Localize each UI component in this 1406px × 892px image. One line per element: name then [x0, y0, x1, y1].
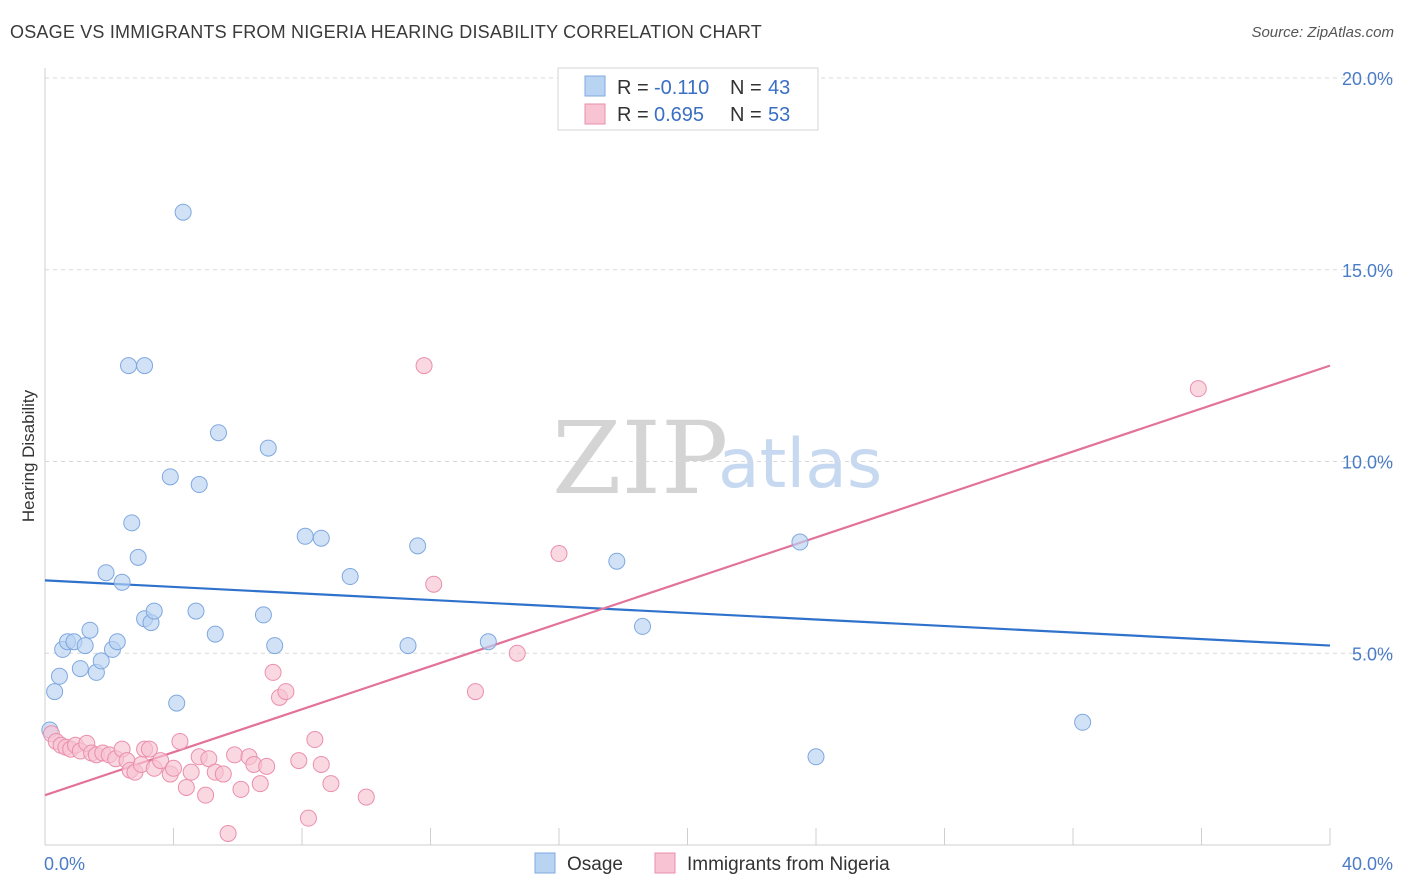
osage-point: [634, 617, 652, 635]
legend-r-value-nigeria: 0.695: [654, 104, 704, 126]
osage-point: [81, 621, 99, 639]
nigeria-point: [508, 644, 526, 662]
bottom-legend-swatch-nigeria: [654, 852, 676, 874]
nigeria-point: [182, 763, 200, 781]
osage-point: [254, 606, 272, 624]
osage-point: [190, 476, 208, 494]
osage-point: [92, 652, 110, 670]
legend-n-value-nigeria: 53: [768, 104, 790, 126]
osage-point: [145, 602, 163, 620]
nigeria-point: [197, 786, 215, 804]
nigeria-point: [277, 683, 295, 701]
nigeria-point: [357, 788, 375, 806]
nigeria-point: [226, 746, 244, 764]
nigeria-point: [232, 780, 250, 798]
y-tick-label: 5.0%: [1352, 644, 1393, 664]
tick-labels: 5.0% 10.0% 15.0% 20.0% 0.0% 40.0%: [44, 69, 1393, 874]
x-tick-label: 40.0%: [1342, 854, 1393, 874]
nigeria-point: [322, 775, 340, 793]
nigeria-point: [425, 575, 443, 593]
nigeria-point: [214, 765, 232, 783]
osage-point: [791, 533, 809, 551]
nigeria-point: [140, 740, 158, 758]
nigeria-point: [264, 663, 282, 681]
osage-point: [129, 548, 147, 566]
watermark-atlas: atlas: [718, 425, 882, 504]
osage-point: [50, 667, 68, 685]
nigeria-point: [251, 775, 269, 793]
bottom-legend-swatch-osage: [534, 852, 556, 874]
legend-r-label: R =: [617, 77, 649, 99]
nigeria-point: [312, 755, 330, 773]
y-tick-label: 10.0%: [1342, 453, 1393, 473]
y-axis-label: Hearing Disability: [19, 389, 38, 522]
grid-lines: [45, 77, 1395, 654]
osage-point: [409, 537, 427, 555]
legend-n-value-osage: 43: [768, 77, 790, 99]
nigeria-point: [171, 732, 189, 750]
osage-point: [71, 660, 89, 678]
osage-point: [206, 625, 224, 643]
axes: [44, 68, 1331, 846]
osage-point: [479, 633, 497, 651]
y-tick-label: 15.0%: [1342, 261, 1393, 281]
nigeria-point: [550, 545, 568, 563]
watermark-zip: ZIP: [552, 400, 728, 517]
osage-point: [113, 573, 131, 591]
osage-point: [120, 357, 138, 375]
series-legend: Osage Immigrants from Nigeria: [534, 852, 890, 875]
bottom-legend-label-nigeria: Immigrants from Nigeria: [687, 854, 890, 875]
trend-lines: [44, 364, 1331, 797]
nigeria-point: [299, 809, 317, 827]
osage-point: [76, 637, 94, 655]
nigeria-point: [306, 731, 324, 749]
osage-point: [168, 694, 186, 712]
legend-r-label: R =: [617, 104, 649, 126]
legend-r-value-osage: -0.110: [654, 77, 709, 99]
nigeria-point: [152, 752, 170, 770]
osage-point: [97, 564, 115, 582]
osage-trend-line: [44, 579, 1331, 647]
osage-point: [296, 527, 314, 545]
correlation-legend: R = -0.110 N = 43 R = 0.695 N = 53: [557, 67, 819, 131]
osage-point: [608, 552, 626, 570]
legend-swatch-nigeria: [584, 103, 606, 125]
osage-point: [108, 633, 126, 651]
source-credit: Source: ZipAtlas.com: [1251, 24, 1394, 41]
legend-n-label: N =: [730, 77, 762, 99]
legend-swatch-osage: [584, 75, 606, 97]
osage-point: [399, 637, 417, 655]
nigeria-trend-line: [44, 364, 1331, 797]
chart-title: OSAGE VS IMMIGRANTS FROM NIGERIA HEARING…: [10, 22, 762, 42]
osage-point: [266, 637, 284, 655]
osage-point: [312, 529, 330, 547]
nigeria-point: [1189, 380, 1207, 398]
osage-point: [46, 683, 64, 701]
osage-point: [136, 357, 154, 375]
legend-n-label: N =: [730, 104, 762, 126]
osage-point: [123, 514, 141, 532]
osage-point: [209, 424, 227, 442]
data-points: [41, 203, 1207, 842]
osage-point: [174, 203, 192, 221]
nigeria-point: [177, 778, 195, 796]
bottom-legend-label-osage: Osage: [567, 854, 623, 875]
nigeria-point: [466, 683, 484, 701]
osage-point: [807, 748, 825, 766]
osage-point: [259, 439, 277, 457]
x-tick-label: 0.0%: [44, 854, 85, 874]
osage-point: [1074, 713, 1092, 731]
nigeria-point: [258, 757, 276, 775]
osage-point: [187, 602, 205, 620]
y-tick-label: 20.0%: [1342, 69, 1393, 89]
nigeria-point: [415, 357, 433, 375]
nigeria-point: [219, 824, 237, 842]
nigeria-point: [165, 759, 182, 777]
osage-point: [161, 468, 179, 486]
osage-point: [341, 568, 359, 586]
nigeria-point: [290, 752, 308, 770]
